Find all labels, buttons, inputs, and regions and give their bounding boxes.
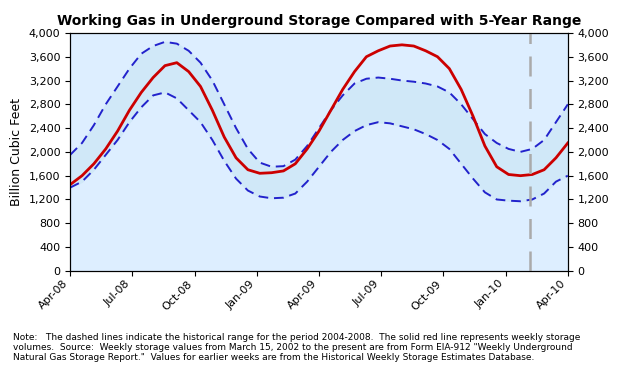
Title: Working Gas in Underground Storage Compared with 5-Year Range: Working Gas in Underground Storage Compa… — [57, 14, 581, 27]
Text: Note:   The dashed lines indicate the historical range for the period 2004-2008.: Note: The dashed lines indicate the hist… — [13, 333, 580, 362]
Y-axis label: Billion Cubic Feet: Billion Cubic Feet — [10, 98, 23, 206]
